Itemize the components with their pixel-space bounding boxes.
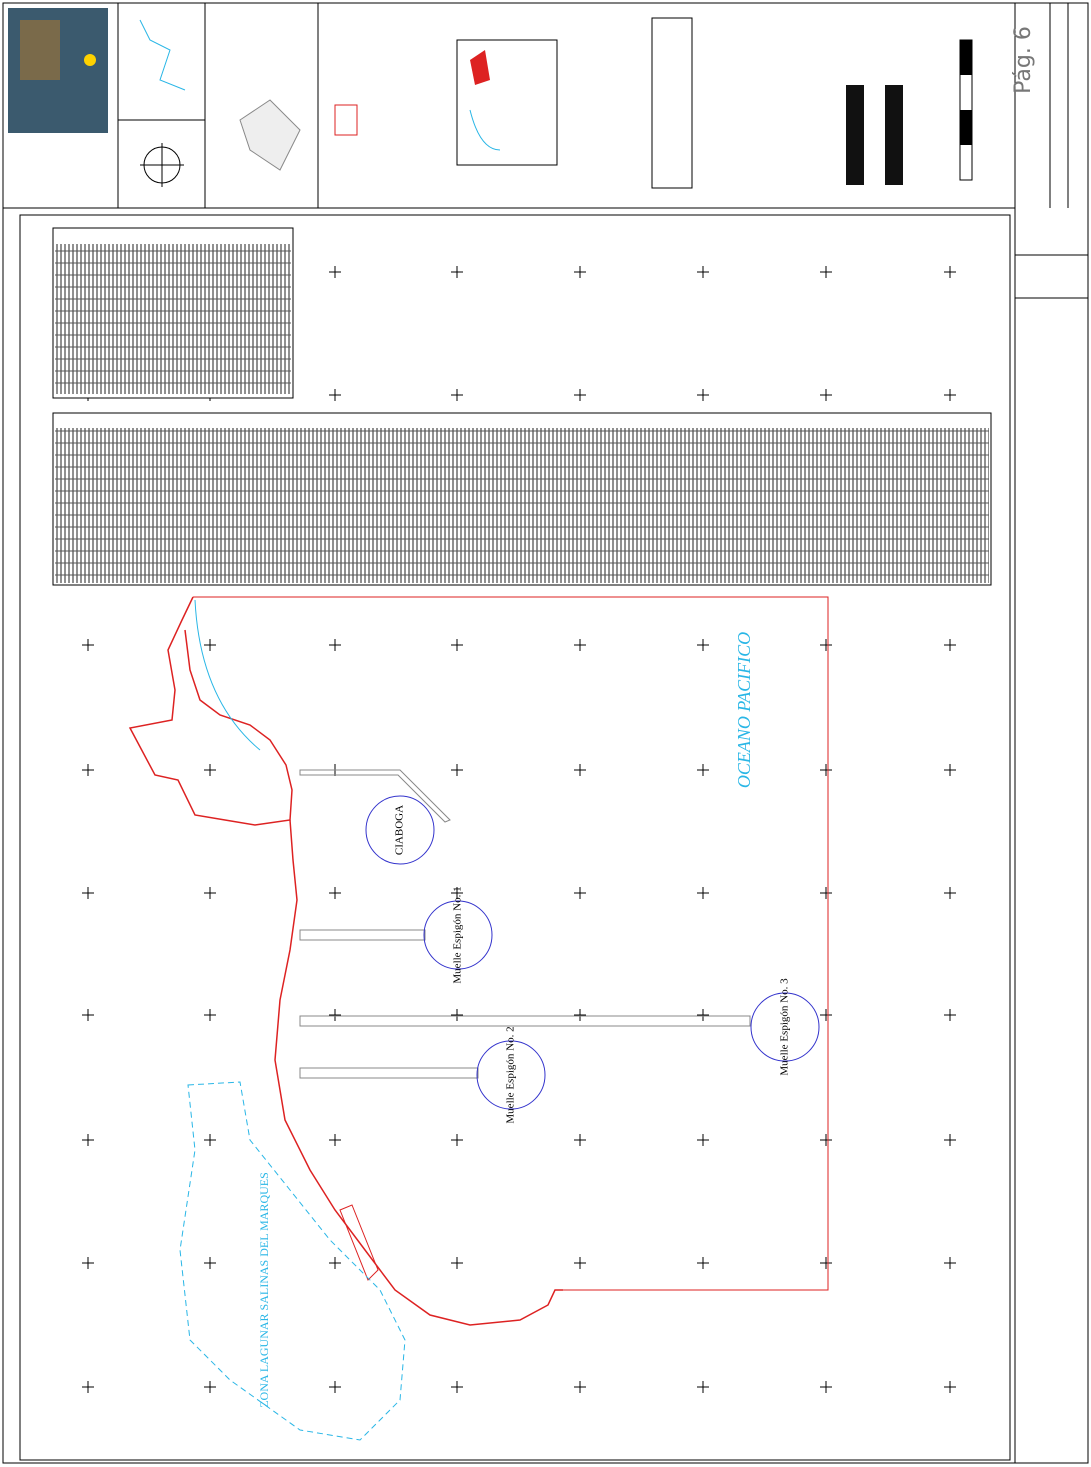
pier-label: Muelle Espigón No. 1 [452, 886, 464, 983]
table-body [55, 244, 291, 394]
coordinate-tables [846, 85, 903, 185]
top-panels [117, 3, 319, 208]
pier-basin [750, 992, 820, 1062]
turning-basin-label: CIABOGA [394, 805, 406, 855]
pier [299, 1067, 479, 1079]
island [339, 1204, 379, 1281]
port-boundary [193, 596, 829, 1291]
channel [194, 599, 261, 751]
table-body [55, 428, 989, 583]
coastline [274, 819, 563, 1326]
pier [299, 929, 426, 941]
north-arrow [140, 143, 184, 187]
coastline [128, 596, 293, 826]
pier-label: Muelle Espigón No. 2 [505, 1026, 517, 1123]
location-sketch [139, 19, 186, 91]
area-summary-box [651, 17, 693, 189]
lagoon-outline [179, 1081, 406, 1441]
title-block [1015, 3, 1088, 299]
ocean-label: OCEANO PACIFICO [734, 632, 754, 788]
breakwater [299, 769, 451, 823]
pier-basin [476, 1040, 546, 1110]
legend-box [334, 104, 358, 136]
page-label: Pág. 6 [1011, 26, 1036, 94]
lagoon-label: ZONA LAGUNAR SALINAS DEL MARQUES [257, 1172, 271, 1408]
map-frame [19, 214, 1011, 1461]
key-plan [456, 39, 558, 166]
land-area [20, 20, 60, 80]
pier-basin [423, 900, 493, 970]
pier [299, 1015, 751, 1027]
key-plan-lagoon [469, 109, 501, 151]
location-marker [84, 54, 96, 66]
scale-bar [959, 39, 973, 181]
pier-label: Muelle Espigón No. 3 [779, 978, 791, 1076]
port-sketch [239, 99, 301, 171]
turning-basin [365, 795, 435, 865]
key-plan-area [470, 50, 490, 85]
